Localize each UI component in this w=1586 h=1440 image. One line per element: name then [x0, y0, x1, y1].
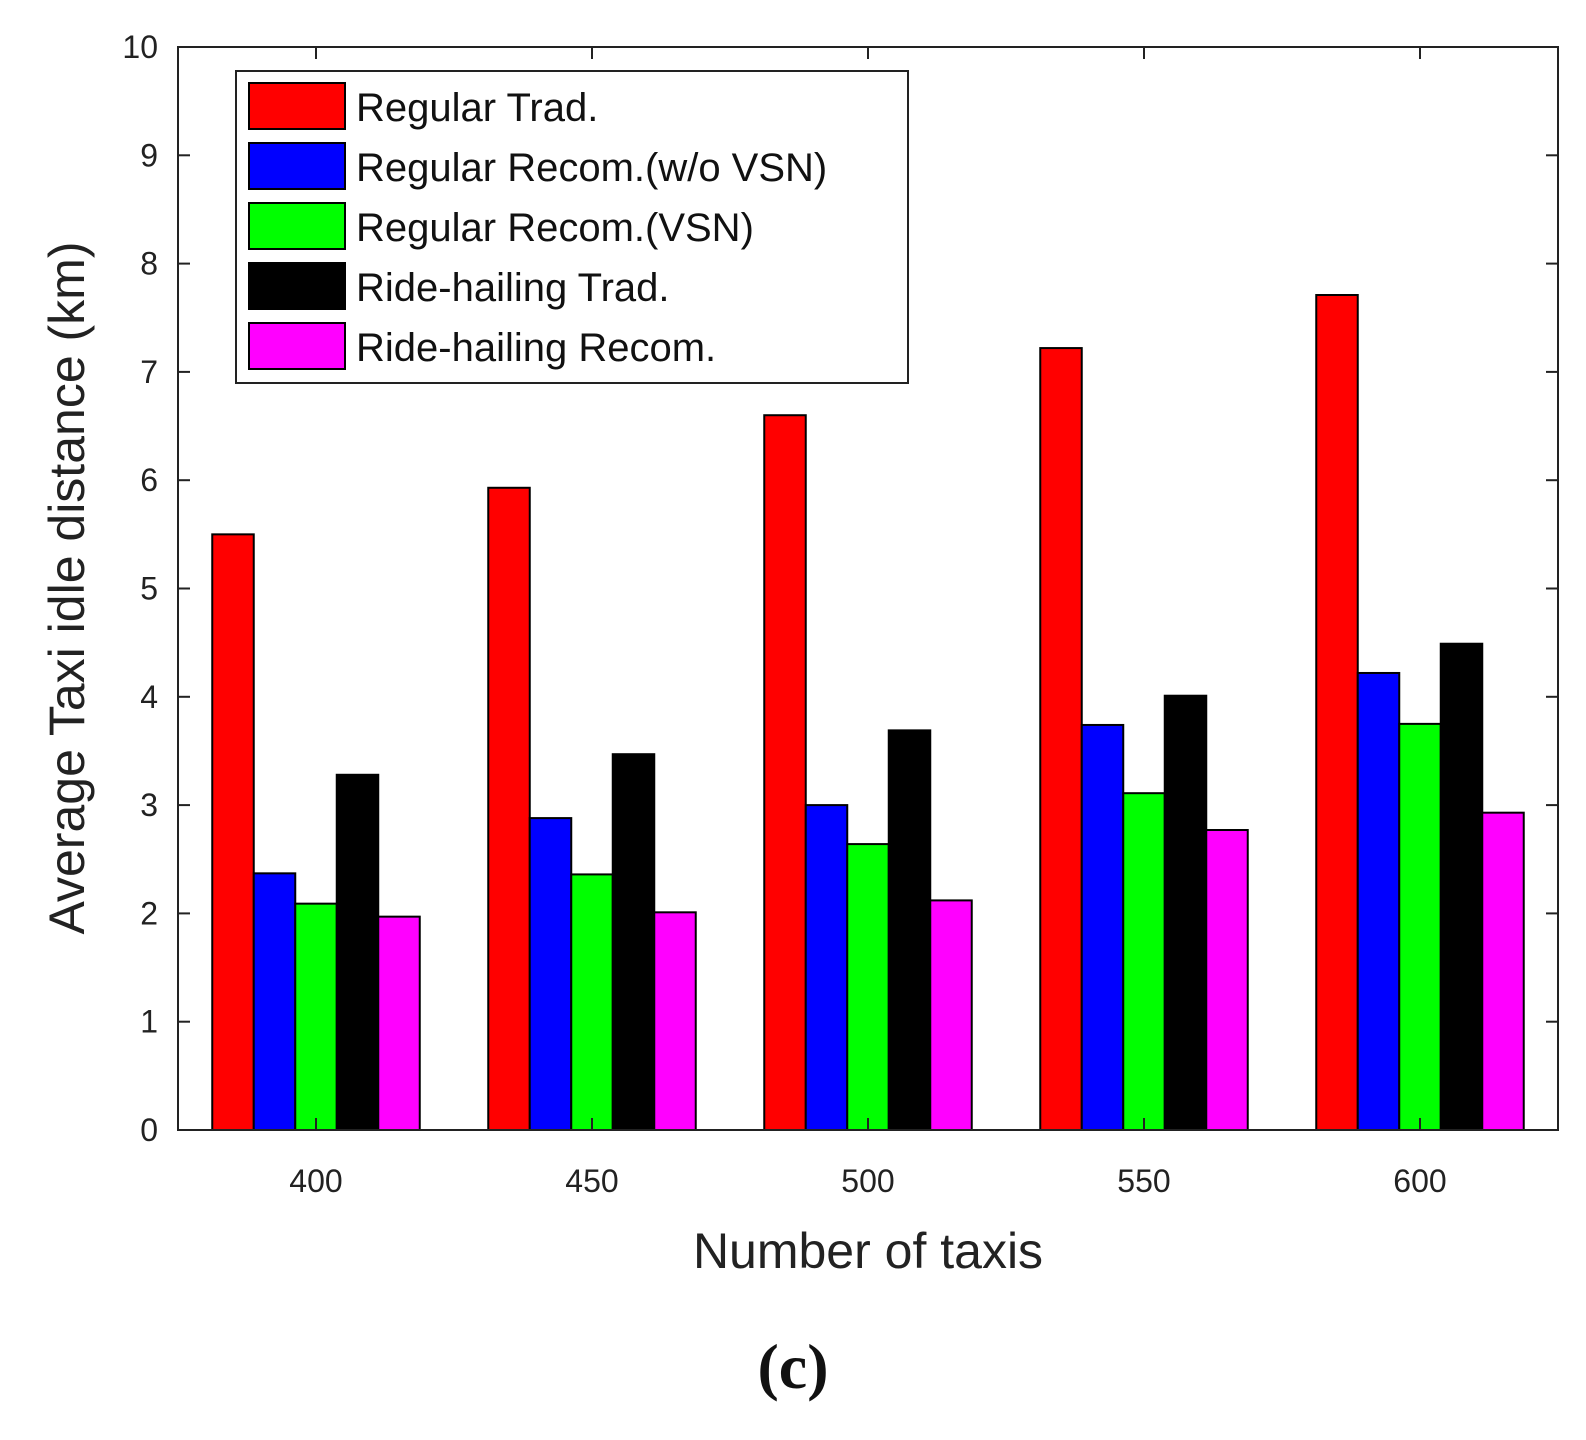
y-tick-label: 5	[140, 571, 158, 607]
y-tick-label: 10	[122, 29, 158, 65]
bar-regular-recom-w-o-vsn-550	[1080, 723, 1125, 1131]
bar-ride-hailing-trad-400	[335, 773, 380, 1131]
x-axis: 400 450 500 550 600	[289, 47, 1447, 1199]
legend-swatch-regular-recom-vsn	[248, 202, 346, 250]
y-axis: 0 1 2 3 4 5 6 7 8 9 10	[122, 29, 1558, 1148]
bar-ride-hailing-recom-500	[929, 899, 973, 1131]
x-tick-label: 600	[1393, 1163, 1446, 1199]
legend-swatch-regular-recom-w-o-vsn	[248, 142, 346, 190]
bar-regular-trad-600	[1315, 294, 1359, 1131]
y-tick-label: 3	[140, 787, 158, 823]
bar-regular-trad-450	[487, 486, 531, 1131]
bar-regular-recom-vsn-600	[1398, 722, 1442, 1131]
bar-regular-recom-w-o-vsn-400	[252, 872, 297, 1131]
bar-ride-hailing-trad-600	[1439, 642, 1484, 1131]
bar-regular-recom-w-o-vsn-600	[1356, 671, 1401, 1131]
bar-regular-recom-w-o-vsn-500	[804, 804, 849, 1131]
x-tick-label: 550	[1117, 1163, 1170, 1199]
y-tick-label: 2	[140, 895, 158, 931]
legend-box	[235, 70, 909, 384]
bar-regular-recom-vsn-450	[570, 873, 614, 1131]
legend-label-regular-trad: Regular Trad.	[356, 86, 598, 130]
y-tick-label: 1	[140, 1004, 158, 1040]
x-tick-label: 500	[841, 1163, 894, 1199]
y-tick-label: 6	[140, 462, 158, 498]
legend-label-ride-hailing-recom: Ride-hailing Recom.	[356, 326, 716, 370]
figure-caption: (c)	[757, 1331, 829, 1402]
y-tick-label: 9	[140, 137, 158, 173]
y-axis-title: Average Taxi idle distance (km)	[39, 242, 95, 935]
bar-ride-hailing-trad-500	[887, 729, 932, 1131]
bar-regular-recom-vsn-550	[1122, 792, 1166, 1131]
bar-ride-hailing-recom-450	[653, 911, 697, 1132]
bar-regular-trad-500	[763, 414, 807, 1132]
bars-group	[211, 294, 1525, 1132]
legend: Regular Trad. Regular Recom.(w/o VSN) Regu…	[235, 70, 909, 384]
y-tick-label: 4	[140, 679, 158, 715]
bar-ride-hailing-trad-450	[611, 753, 656, 1131]
legend-label-ride-hailing-trad: Ride-hailing Trad.	[356, 266, 670, 310]
y-tick-label: 0	[140, 1112, 158, 1148]
y-tick-label: 8	[140, 246, 158, 282]
bar-regular-recom-vsn-500	[846, 843, 890, 1131]
legend-swatch-ride-hailing-trad	[248, 262, 346, 310]
bar-ride-hailing-trad-550	[1163, 694, 1208, 1131]
x-axis-title: Number of taxis	[693, 1223, 1043, 1279]
bar-ride-hailing-recom-600	[1481, 811, 1525, 1132]
bar-ride-hailing-recom-400	[377, 915, 421, 1131]
y-tick-label: 7	[140, 354, 158, 390]
bar-regular-trad-550	[1039, 347, 1083, 1132]
bar-regular-trad-400	[211, 533, 255, 1131]
bar-ride-hailing-recom-550	[1205, 829, 1249, 1131]
x-tick-label: 400	[289, 1163, 342, 1199]
legend-swatch-ride-hailing-recom	[248, 322, 346, 370]
bar-regular-recom-w-o-vsn-450	[528, 817, 573, 1131]
legend-swatch-regular-trad	[248, 82, 346, 130]
bar-regular-recom-vsn-400	[294, 902, 338, 1132]
x-tick-label: 450	[565, 1163, 618, 1199]
legend-label-regular-recom-w-o-vsn: Regular Recom.(w/o VSN)	[356, 146, 827, 190]
legend-label-regular-recom-vsn: Regular Recom.(VSN)	[356, 206, 754, 250]
